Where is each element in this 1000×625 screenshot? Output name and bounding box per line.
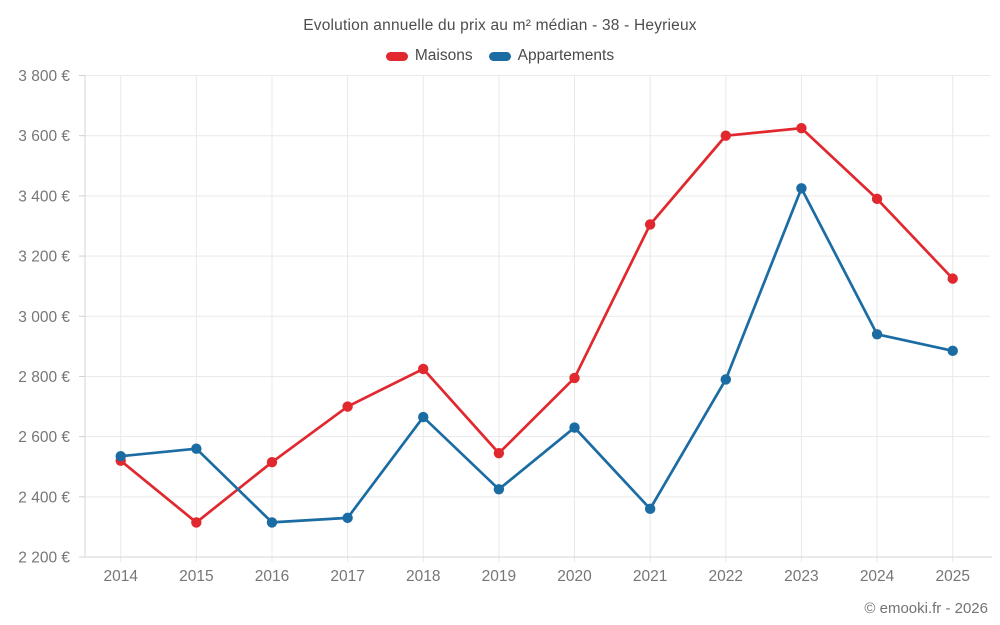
- data-point-maisons-2019[interactable]: [493, 447, 505, 459]
- data-point-maisons-2023[interactable]: [796, 122, 807, 134]
- x-axis-label: 2018: [406, 568, 440, 585]
- data-point-appartements-2021[interactable]: [644, 503, 656, 515]
- data-point-maisons-2015[interactable]: [191, 517, 202, 528]
- x-axis-label: 2021: [633, 568, 667, 585]
- legend-label: Maisons: [414, 47, 473, 64]
- x-axis-label: 2020: [557, 568, 592, 585]
- series-line-appartements: [119, 187, 955, 524]
- legend-item-appartements[interactable]: Appartements: [488, 47, 615, 65]
- legend-swatch-icon: [488, 51, 511, 61]
- x-axis-label: 2014: [103, 568, 138, 585]
- data-point-maisons-2018[interactable]: [418, 363, 429, 375]
- y-axis-label: 3 400 €: [18, 188, 70, 205]
- data-point-maisons-2020[interactable]: [569, 372, 580, 384]
- y-axis-label: 3 800 €: [18, 68, 70, 85]
- x-axis-label: 2019: [482, 568, 516, 585]
- data-point-appartements-2019[interactable]: [493, 484, 505, 495]
- data-point-appartements-2025[interactable]: [947, 345, 958, 357]
- y-axis-label: 3 000 €: [18, 309, 70, 326]
- x-axis-label: 2023: [784, 568, 818, 585]
- y-axis-label: 3 600 €: [18, 128, 70, 145]
- legend-item-maisons[interactable]: Maisons: [385, 47, 473, 65]
- data-point-maisons-2016[interactable]: [266, 457, 278, 468]
- chart-legend: Maisons Appartements: [0, 47, 1000, 65]
- data-point-appartements-2022[interactable]: [720, 374, 731, 385]
- data-point-appartements-2016[interactable]: [266, 517, 278, 528]
- data-point-maisons-2024[interactable]: [871, 193, 883, 205]
- y-axis-label: 3 200 €: [18, 249, 70, 266]
- data-point-appartements-2018[interactable]: [418, 411, 429, 423]
- y-axis-label: 2 800 €: [18, 369, 70, 386]
- data-point-maisons-2021[interactable]: [644, 219, 656, 230]
- copyright-credit: © emooki.fr - 2026: [864, 600, 988, 617]
- series-line-maisons: [119, 126, 955, 524]
- legend-swatch-icon: [385, 51, 408, 61]
- y-axis-label: 2 200 €: [18, 550, 70, 567]
- data-point-maisons-2025[interactable]: [947, 273, 958, 284]
- data-point-maisons-2017[interactable]: [342, 401, 353, 412]
- data-point-appartements-2017[interactable]: [342, 512, 353, 524]
- x-axis-label: 2017: [330, 568, 364, 585]
- data-point-appartements-2020[interactable]: [569, 422, 580, 433]
- chart-title: Evolution annuelle du prix au m² médian …: [303, 17, 697, 34]
- x-axis-label: 2015: [179, 568, 213, 585]
- x-axis-label: 2024: [860, 568, 895, 585]
- legend-label: Appartements: [517, 47, 615, 64]
- y-axis-label: 2 400 €: [18, 489, 70, 506]
- data-point-maisons-2022[interactable]: [720, 130, 731, 141]
- data-point-appartements-2024[interactable]: [871, 329, 883, 340]
- data-point-appartements-2014[interactable]: [115, 450, 126, 462]
- y-axis-label: 2 600 €: [18, 429, 70, 446]
- x-axis-label: 2022: [709, 568, 743, 585]
- x-axis-label: 2016: [255, 568, 289, 585]
- data-point-appartements-2015[interactable]: [191, 443, 202, 454]
- x-axis-label: 2025: [935, 568, 969, 585]
- data-point-appartements-2023[interactable]: [796, 183, 807, 194]
